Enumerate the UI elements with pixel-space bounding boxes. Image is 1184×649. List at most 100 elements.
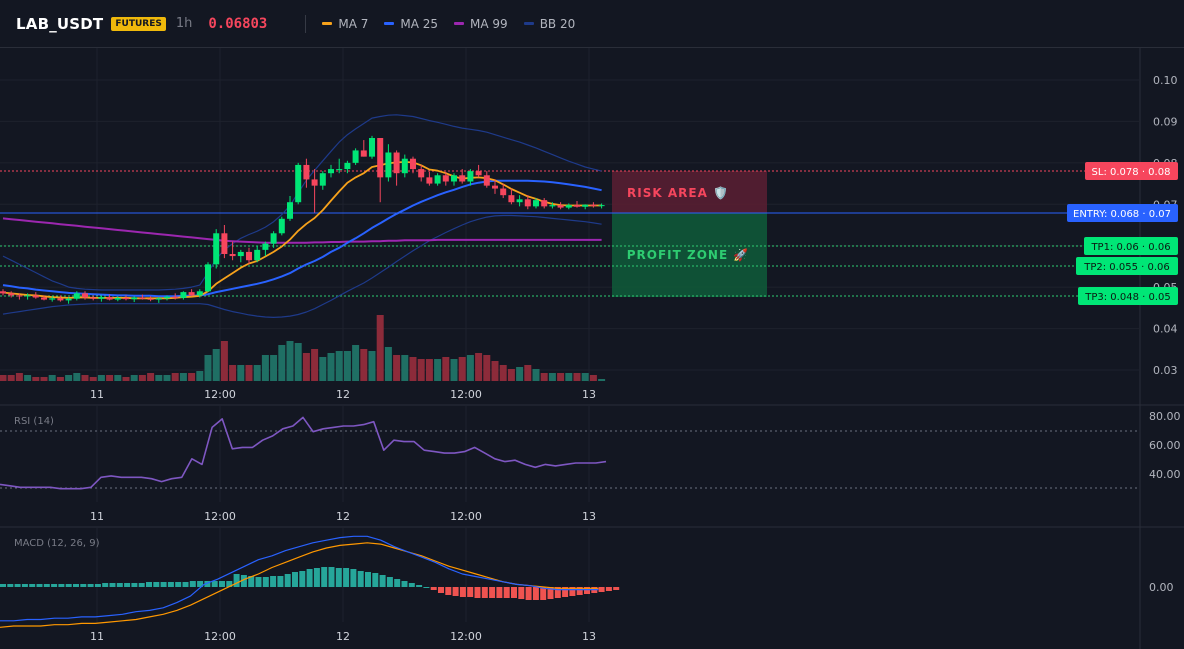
bb20-swatch	[523, 22, 534, 25]
candle-body	[41, 297, 47, 300]
candle-body	[418, 169, 425, 178]
candle-body	[16, 295, 23, 297]
volume-bar	[229, 365, 237, 381]
ma25-swatch	[384, 22, 395, 25]
candle-body	[475, 171, 482, 176]
macd-hist-bar	[153, 582, 160, 587]
macd-hist-bar	[94, 584, 101, 587]
macd-hist-bar	[124, 583, 131, 587]
legend-ma99[interactable]: MA 99	[454, 17, 508, 31]
macd-hist-bar	[197, 581, 204, 587]
sl-tag	[1085, 162, 1178, 180]
macd-hist-bar	[160, 582, 167, 587]
volume-bar	[491, 361, 499, 381]
volume-bar	[15, 373, 23, 381]
candle-body	[508, 195, 515, 203]
volume-bar	[573, 373, 581, 381]
volume-bar	[40, 377, 48, 381]
candlesticks[interactable]	[0, 135, 605, 304]
volume-bar	[409, 357, 417, 381]
tp1-tag	[1084, 237, 1178, 255]
volume-bar	[237, 365, 245, 381]
time-label: 13	[582, 630, 596, 643]
candle-body	[213, 233, 220, 265]
volume-bar	[450, 359, 458, 381]
price-tick-0.10: 0.10	[1153, 74, 1178, 87]
volume-bar	[598, 379, 606, 381]
candle-body	[377, 138, 384, 178]
legend-ma7[interactable]: MA 7	[322, 17, 368, 31]
legend-ma25[interactable]: MA 25	[384, 17, 438, 31]
macd-hist-bar	[0, 584, 6, 587]
candle-body	[434, 175, 441, 184]
volume-bar	[507, 369, 515, 381]
rsi-line	[0, 416, 607, 490]
candle-body	[131, 297, 138, 300]
candle-body	[196, 291, 203, 296]
candle-body	[352, 150, 359, 163]
macd-hist-bar	[292, 572, 298, 587]
sl-tag-text: SL: 0.078 · 0.08	[1092, 167, 1171, 178]
legend-bb20[interactable]: BB 20	[523, 17, 575, 31]
volume-bar	[155, 375, 163, 381]
macd-hist-bar	[532, 587, 539, 600]
macd-hist-bar	[36, 584, 43, 587]
last-price: 0.06803	[208, 15, 268, 32]
candle-body	[147, 298, 154, 300]
macd-hist-bar	[226, 581, 233, 587]
interval-label[interactable]: 1h	[175, 16, 193, 31]
volume-bar	[138, 375, 146, 381]
candle-body	[180, 292, 187, 298]
macd-hist-bar	[452, 587, 459, 596]
volume-bar	[393, 355, 401, 381]
macd-hist-bar	[372, 573, 379, 587]
time-label: 12	[336, 630, 350, 643]
macd-hist-bar	[598, 587, 605, 592]
candle-body	[123, 297, 129, 300]
candle-body	[0, 291, 6, 294]
bb-upper-line	[2, 114, 602, 291]
candle-body	[459, 175, 466, 182]
candle-body	[303, 164, 310, 180]
time-label: 13	[582, 510, 596, 523]
symbol-label[interactable]: LAB_USDT	[16, 14, 104, 33]
volume-bar	[442, 357, 450, 381]
header-divider	[305, 14, 307, 33]
ma99-swatch	[454, 22, 465, 25]
grid-lines	[0, 48, 1140, 622]
candle-body	[328, 169, 334, 174]
price-axis[interactable]: 0.100.090.080.070.060.050.040.03	[1153, 74, 1178, 377]
time-axis-macd: 11 12:00 12 12:00 13	[90, 630, 596, 643]
volume-bar	[352, 345, 360, 381]
macd-hist-bar	[350, 569, 357, 587]
volume-bar	[245, 365, 253, 381]
volume-bar	[89, 377, 97, 381]
candle-body	[549, 205, 556, 207]
volume-bar	[220, 341, 228, 381]
macd-hist-bar	[109, 583, 116, 587]
macd-hist-bar	[408, 583, 415, 587]
price-tick-0.04: 0.04	[1153, 323, 1178, 336]
volume-bar	[114, 375, 122, 381]
candle-body	[557, 205, 564, 208]
macd-hist-bar	[605, 587, 612, 591]
volume-bar	[261, 355, 269, 381]
candle-body	[533, 200, 539, 207]
volume-bar	[32, 377, 40, 381]
candle-body	[49, 298, 56, 300]
macd-hist-bar	[204, 581, 211, 587]
candle-body	[164, 296, 170, 299]
macd-hist-bar	[386, 577, 393, 587]
macd-hist-bar	[182, 582, 189, 587]
candle-body	[32, 295, 39, 298]
candle-body	[73, 293, 80, 299]
macd-title: MACD (12, 26, 9)	[14, 538, 100, 549]
tp3-tag	[1078, 287, 1178, 305]
candle-body	[221, 233, 228, 254]
candle-body	[57, 298, 64, 301]
time-label: 12:00	[204, 510, 236, 523]
volume-bar	[319, 357, 327, 381]
macd-hist-bar	[379, 575, 386, 587]
volume-bar	[106, 375, 114, 381]
